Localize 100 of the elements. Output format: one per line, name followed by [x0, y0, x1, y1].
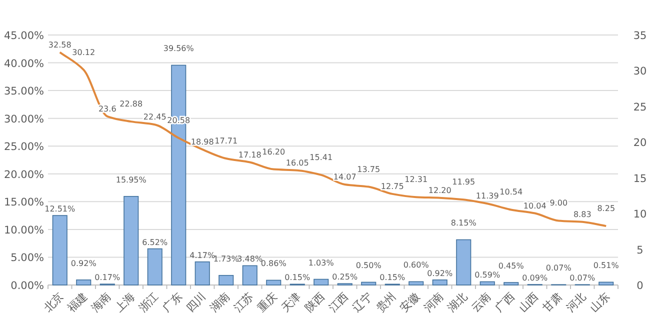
x-tick-label: 甘肃: [540, 290, 565, 315]
y-tick-label: 10.00%: [4, 224, 44, 236]
x-tick-label: 河北: [564, 290, 588, 315]
data-label: 0.51%: [593, 261, 620, 270]
data-label: 1.73%: [213, 254, 240, 264]
x-tick-label: 广西: [492, 290, 518, 315]
data-label: 8.15%: [450, 218, 477, 228]
y-tick-label: 0.00%: [10, 280, 44, 292]
data-label: 8.25: [597, 204, 616, 214]
x-tick-label: 安徽: [398, 290, 422, 315]
data-label: 8.83: [573, 210, 592, 219]
x-tick-label: 上海: [112, 290, 138, 315]
data-label: 0.50%: [356, 261, 382, 270]
data-label: 9.00: [550, 198, 568, 208]
x-tick-label: 江苏: [231, 290, 256, 315]
data-label: 12.20: [428, 186, 452, 195]
data-label: 0.25%: [332, 272, 358, 282]
y-tick-label: 30.00%: [4, 113, 44, 126]
y2-tick-label: 0: [636, 280, 644, 292]
data-label: 0.60%: [403, 260, 430, 270]
data-label: 11.39: [476, 192, 499, 201]
y-tick-label: 35.00%: [4, 86, 44, 98]
data-label: 0.92%: [427, 268, 453, 278]
x-tick-label: 重庆: [255, 290, 280, 315]
y2-tick-label: 35: [633, 30, 647, 42]
x-tick-label: 浙江: [136, 290, 161, 315]
bar: [218, 274, 234, 286]
y-tick-label: 25.00%: [4, 141, 44, 154]
data-label: 10.54: [500, 188, 523, 197]
x-tick-label: 湖南: [208, 290, 232, 315]
bar: [361, 282, 376, 286]
y-tick-label: 5.00%: [10, 252, 44, 264]
data-label: 22.88: [120, 100, 143, 109]
data-label: 15.41: [310, 152, 333, 162]
x-tick-label: 河南: [421, 290, 446, 315]
y2-tick-label: 25: [633, 101, 647, 114]
x-tick-label: 湖北: [445, 290, 470, 315]
data-label: 22.45: [143, 112, 166, 122]
y2-tick-label: 10: [633, 208, 647, 221]
data-label: 3.48%: [237, 254, 263, 264]
x-tick-label: 云南: [468, 290, 494, 315]
x-tick-label: 山东: [588, 290, 612, 315]
y2-tick-label: 30: [633, 66, 647, 78]
bar: [480, 281, 495, 286]
data-label: 6.52%: [142, 238, 168, 247]
y-tick-label: 20.00%: [4, 168, 44, 181]
data-label: 0.15%: [284, 273, 310, 282]
y-tick-label: 15.00%: [4, 196, 44, 209]
data-label: 17.71: [214, 136, 238, 146]
data-label: 14.07: [333, 172, 356, 182]
data-label: 17.18: [238, 150, 262, 160]
data-label: 0.92%: [70, 258, 97, 268]
data-label: 16.05: [286, 158, 309, 168]
x-tick-label: 福建: [65, 290, 90, 315]
bar: [432, 279, 448, 286]
data-label: 12.31: [404, 175, 428, 184]
x-tick-label: 北京: [41, 290, 66, 315]
data-label: 0.15%: [380, 273, 406, 282]
y-tick-label: 40.00%: [4, 58, 44, 70]
data-label: 13.75: [357, 164, 380, 174]
bar: [456, 239, 472, 286]
bar: [52, 215, 68, 286]
data-label: 1.03%: [308, 258, 334, 268]
x-tick-label: 四川: [184, 290, 208, 315]
data-label: 15.95%: [116, 175, 147, 184]
bar: [147, 248, 162, 286]
data-label: 12.75: [380, 182, 404, 191]
data-label: 0.17%: [94, 273, 120, 282]
data-label: 30.12: [72, 48, 96, 57]
x-tick-label: 陕西: [302, 290, 328, 315]
data-label: 0.07%: [546, 264, 572, 273]
data-label: 12.51%: [44, 204, 76, 214]
x-tick-label: 贵州: [374, 290, 398, 315]
x-tick-label: 海南: [88, 290, 114, 315]
bar: [242, 265, 258, 286]
x-tick-label: 天津: [278, 290, 304, 315]
x-tick-label: 山西: [516, 290, 541, 315]
bar: [598, 282, 614, 286]
x-tick-label: 辽宁: [350, 290, 375, 315]
bar: [124, 196, 139, 286]
data-label: 18.98: [190, 137, 214, 146]
bar: [504, 282, 519, 286]
data-label: 11.95: [452, 178, 476, 187]
data-label: 4.17%: [190, 250, 216, 260]
bar: [76, 279, 92, 286]
x-tick-label: 江西: [326, 290, 351, 315]
data-label: 0.86%: [260, 259, 287, 268]
y2-tick-label: 5: [636, 244, 644, 256]
y2-tick-label: 20: [633, 137, 647, 150]
bar: [266, 280, 282, 286]
y-tick-label: 45.00%: [4, 30, 44, 42]
bar: [194, 261, 210, 286]
bar: [314, 278, 329, 286]
bar: [408, 281, 424, 286]
data-label: 0.45%: [498, 262, 524, 270]
y2-tick-label: 15: [633, 172, 647, 185]
data-label: 10.04: [523, 201, 546, 210]
data-label: 39.56%: [163, 44, 194, 54]
data-label: 32.58: [48, 40, 72, 50]
x-tick-label: 广东: [160, 290, 185, 315]
